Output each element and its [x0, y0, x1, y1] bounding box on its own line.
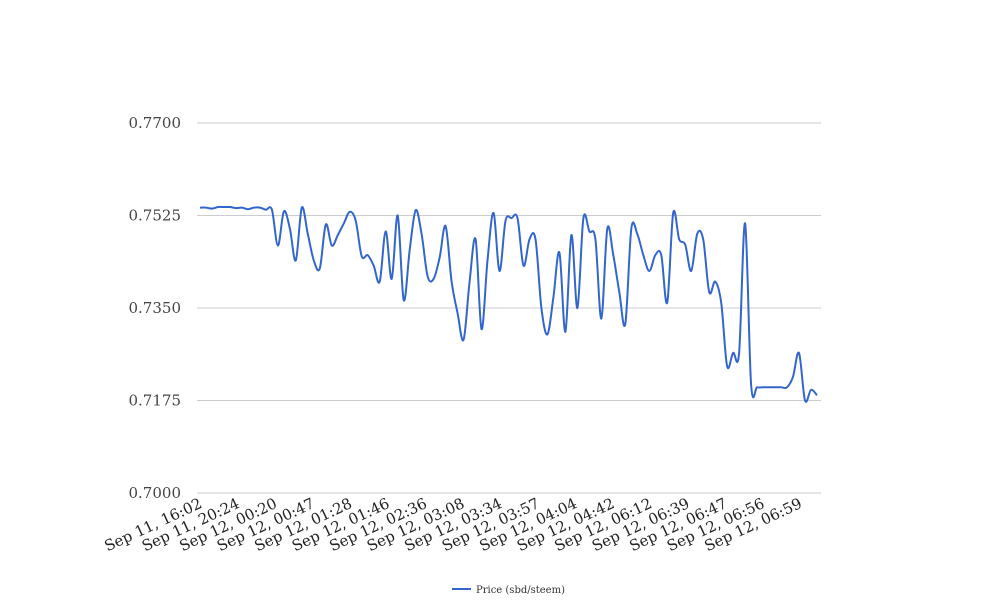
- legend: Price (sbd/steem): [452, 585, 565, 596]
- y-axis-tick-labels: 0.7700 0.7525 0.7350 0.7175 0.7000: [129, 114, 182, 502]
- series-line: [199, 205, 818, 403]
- y-tick-label: 0.7175: [129, 392, 182, 410]
- legend-label: Price (sbd/steem): [476, 585, 565, 596]
- series-layer: [199, 205, 818, 403]
- y-tick-label: 0.7000: [129, 484, 182, 502]
- y-tick-label: 0.7525: [129, 207, 182, 225]
- y-tick-label: 0.7700: [129, 114, 182, 132]
- gridlines: [197, 122, 821, 494]
- y-tick-label: 0.7350: [129, 299, 182, 317]
